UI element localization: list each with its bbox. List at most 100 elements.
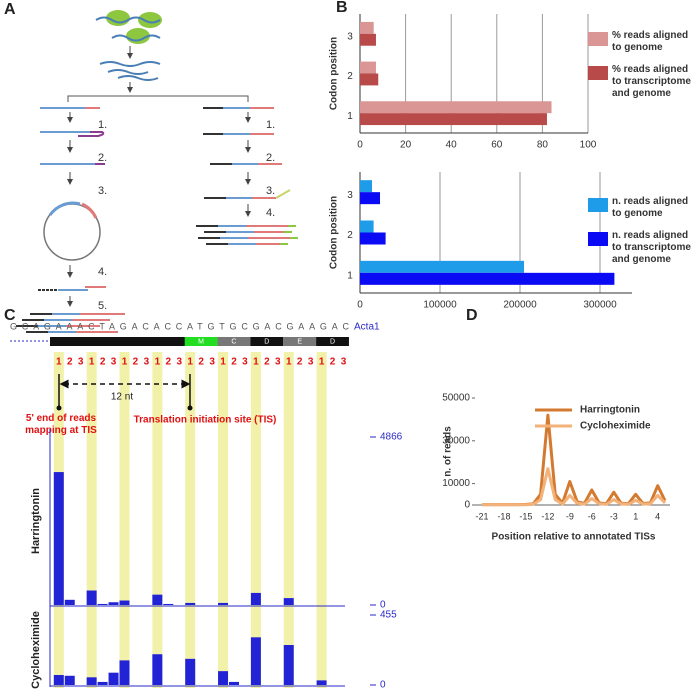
step-label: 1.	[98, 119, 107, 131]
step-label: 1.	[266, 119, 275, 131]
bar	[229, 681, 239, 685]
frame-number: 1	[89, 357, 95, 368]
bar	[86, 677, 97, 685]
y-tick-label: 3	[347, 190, 353, 201]
y-tick-label: 0	[380, 600, 386, 611]
legend-label: % reads aligned to genome	[612, 30, 689, 53]
x-tick-label: 200000	[503, 300, 537, 311]
x-tick-label: 80	[537, 140, 549, 151]
frame-number: 1	[187, 357, 193, 368]
x-tick-label: 0	[357, 140, 363, 151]
read-end-label: 5' end of reads mapping at TIS	[25, 413, 97, 436]
legend-label: n. reads aligned to transcriptome and ge…	[612, 230, 691, 265]
spacing-label: 12 nt	[111, 392, 133, 403]
annotation: 5' end of reads mapping at TIS	[25, 413, 97, 436]
frame-number: 3	[209, 357, 215, 368]
bar	[250, 592, 261, 605]
bar	[360, 272, 615, 285]
bar	[119, 600, 130, 605]
legend-label-box: % reads aligned to genome	[612, 30, 689, 53]
bar	[185, 602, 196, 605]
frame-highlight	[152, 352, 163, 688]
bar	[163, 603, 174, 605]
y-tick-label: 1	[347, 111, 353, 122]
frame-number: 1	[220, 357, 226, 368]
frame-highlight	[316, 352, 327, 688]
step-label: 4.	[98, 266, 107, 278]
frame-highlight	[119, 352, 130, 688]
legend-swatch	[588, 198, 608, 212]
codon-box	[250, 337, 284, 346]
step-label: 3.	[266, 185, 275, 197]
frame-number: 3	[308, 357, 314, 368]
line	[482, 467, 667, 507]
bar	[108, 602, 119, 605]
bar	[108, 672, 119, 685]
frame-highlight	[283, 352, 294, 688]
codon-label: C	[231, 338, 236, 345]
y-axis-label: n. of reads	[443, 426, 454, 477]
legend-label: % reads aligned to transcriptome and gen…	[612, 64, 691, 99]
protocol-diagram	[16, 10, 298, 333]
legend-label-box: % reads aligned to transcriptome and gen…	[612, 64, 691, 99]
bar	[283, 645, 294, 685]
codon-box	[217, 337, 251, 346]
step-label: 4.	[266, 207, 275, 219]
codon-label: D	[330, 338, 335, 345]
step-label: 3.	[98, 185, 107, 197]
frame-number: 2	[133, 357, 139, 368]
frame-number: 2	[100, 357, 106, 368]
frame-number: 2	[330, 357, 336, 368]
bar	[53, 472, 64, 605]
frame-number: 3	[275, 357, 281, 368]
bar	[97, 603, 108, 605]
frame-number: 3	[78, 357, 84, 368]
frame-number: 3	[111, 357, 117, 368]
legend-label-box: n. reads aligned to genome	[612, 196, 689, 219]
bar	[283, 598, 294, 605]
y-tick-label: 50000	[442, 393, 470, 404]
frame-number: 2	[231, 357, 237, 368]
y-tick-label: 4866	[380, 432, 403, 443]
frame-number: 3	[176, 357, 182, 368]
panel-label: B	[336, 0, 348, 16]
codon-label: M	[198, 338, 204, 345]
x-tick-label: 60	[491, 140, 503, 151]
x-tick-label: 20	[400, 140, 412, 151]
bar	[360, 73, 379, 86]
bar	[360, 220, 374, 233]
codon-box	[283, 337, 317, 346]
y-tick-label: 455	[380, 610, 397, 621]
y-axis-label: Codon position	[329, 37, 340, 110]
x-tick-label: 100000	[423, 300, 457, 311]
bar	[64, 599, 75, 605]
x-tick-label: -3	[610, 511, 618, 521]
gene-track	[10, 337, 186, 346]
panel-label: A	[4, 1, 16, 18]
bar	[360, 260, 524, 273]
codon-label: E	[297, 338, 302, 345]
bar	[97, 681, 108, 685]
y-tick-label: 1	[347, 270, 353, 281]
frame-number: 1	[122, 357, 128, 368]
frame-number: 1	[319, 357, 325, 368]
legend-swatch	[588, 66, 608, 80]
bar	[218, 602, 229, 605]
bar	[250, 637, 261, 685]
bar	[218, 671, 229, 685]
bar	[360, 101, 552, 114]
bar	[360, 21, 374, 34]
codon-label: D	[264, 338, 269, 345]
x-tick-label: 40	[446, 140, 458, 151]
frame-number: 1	[253, 357, 259, 368]
bar	[360, 33, 376, 46]
legend-label: Harringtonin	[580, 405, 640, 416]
legend-label-box: n. reads aligned to transcriptome and ge…	[612, 230, 691, 265]
y-tick-label: 10000	[442, 478, 470, 489]
legend-label: n. reads aligned to genome	[612, 196, 689, 219]
x-axis-label: Position relative to annotated TISs	[492, 532, 656, 543]
frame-number: 3	[144, 357, 150, 368]
x-tick-label: 300000	[583, 300, 617, 311]
step-label: 2.	[266, 152, 275, 164]
